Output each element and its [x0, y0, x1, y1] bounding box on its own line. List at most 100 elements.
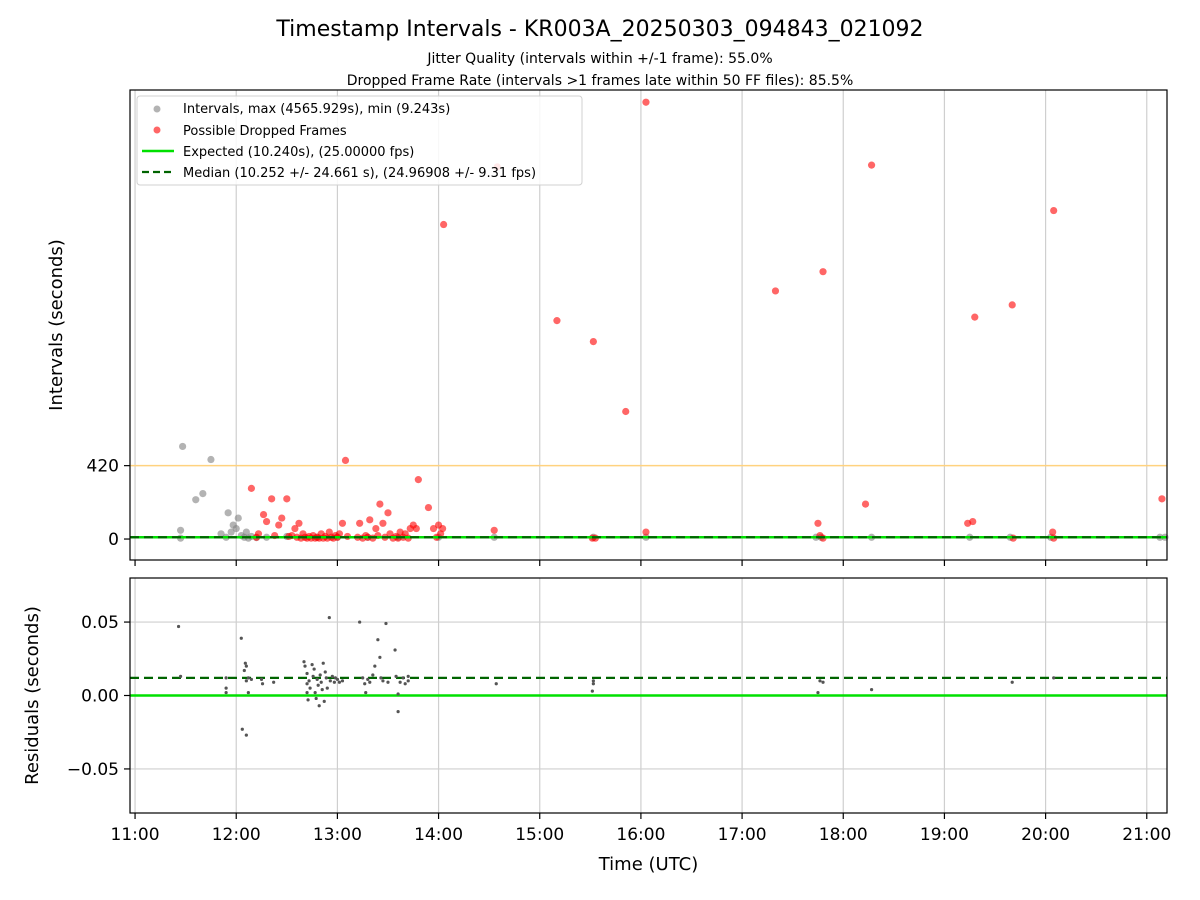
residual-point [316, 683, 320, 687]
residual-point [239, 636, 243, 640]
dropped-frame-point [414, 476, 422, 484]
dropped-frame-point [259, 510, 268, 519]
interval-point [192, 496, 200, 504]
dropped-frame-point [356, 519, 364, 527]
dropped-frame-point [262, 517, 271, 526]
dropped-frame-point [338, 519, 347, 527]
residual-point [259, 677, 264, 681]
interval-point [242, 528, 250, 536]
bottom-xtick-label: 13:00 [313, 825, 362, 845]
residual-point [379, 676, 383, 680]
dropped-frame-point [440, 220, 448, 229]
residual-point [317, 704, 321, 708]
residual-point [323, 670, 327, 674]
residual-point [394, 674, 398, 679]
dropped-frame-point [341, 456, 350, 465]
top-plot-frame [129, 89, 1168, 561]
dropped-frame-point [490, 526, 498, 534]
dropped-frame-point [283, 495, 291, 503]
residual-point [307, 679, 311, 683]
legend-marker-dropped [153, 126, 161, 134]
residual-point [328, 679, 332, 683]
residual-point [494, 682, 498, 686]
residual-point [821, 680, 825, 684]
residual-point [302, 660, 306, 664]
bottom-panel: −0.050.000.05 11:00 12:00 13:00 14:00 15:00 1… [22, 577, 1171, 875]
dropped-frame-point [379, 519, 387, 527]
interval-point [224, 509, 232, 517]
residual-point [591, 682, 595, 686]
residual-point [246, 690, 250, 695]
dropped-frame-point [642, 98, 650, 106]
interval-point [179, 442, 187, 451]
residual-point [242, 668, 246, 673]
interval-point [227, 528, 235, 536]
bottom-xtick-label: 14:00 [414, 825, 463, 845]
residual-point [305, 690, 309, 695]
residual-point [363, 682, 367, 686]
residual-point [327, 616, 331, 620]
residual-point [244, 679, 248, 683]
residual-point [376, 638, 380, 642]
residual-point [337, 680, 342, 684]
residual-point [311, 674, 315, 679]
residual-point [318, 673, 322, 677]
dropped-frame-point [366, 516, 374, 524]
dropped-frame-point [589, 337, 597, 346]
top-ytick-label: 0 [108, 530, 119, 550]
dropped-frame-point [642, 528, 650, 536]
dropped-frame-point [291, 524, 299, 533]
top-xaxis-ticks [134, 560, 1148, 566]
residual-point [306, 698, 310, 702]
residual-points [176, 616, 1056, 737]
chart-title: Timestamp Intervals - KR003A_20250303_09… [275, 17, 923, 42]
residual-point [178, 674, 183, 679]
interval-point [232, 524, 240, 533]
top-panel: 0 420 Intervals (seconds) Intervals, max … [46, 89, 1169, 566]
legend-marker-intervals [153, 105, 161, 113]
dropped-frame-point [412, 524, 420, 533]
residual-point [240, 727, 244, 731]
residual-point [308, 686, 312, 690]
dropped-frame-point [771, 287, 780, 295]
bottom-xtick-label: 20:00 [1021, 825, 1070, 845]
dropped-frame-point [1049, 528, 1057, 536]
residual-point [818, 679, 822, 683]
dropped-frame-point [275, 521, 283, 529]
residual-point [591, 679, 595, 683]
residual-point [305, 671, 309, 676]
interval-point [234, 514, 242, 522]
dropped-frame-point [867, 161, 876, 169]
dropped-frame-point [622, 407, 630, 416]
dropped-frame-point [439, 524, 447, 533]
interval-point [176, 526, 185, 534]
residual-point [244, 664, 248, 668]
residual-point [371, 673, 375, 677]
legend-label-dropped: Possible Dropped Frames [183, 124, 347, 139]
residual-point [816, 690, 820, 695]
interval-point [199, 490, 207, 498]
residual-point [335, 677, 339, 681]
residual-point [246, 676, 250, 680]
top-ylabel: Intervals (seconds) [46, 239, 67, 411]
bottom-xtick-label: 15:00 [515, 825, 564, 845]
residual-point [869, 688, 874, 692]
residual-point [384, 621, 388, 626]
residual-point [224, 676, 228, 680]
dropped-frame-point [247, 484, 256, 492]
dropped-frame-point [376, 500, 384, 508]
residual-point [176, 624, 181, 629]
interval-point [207, 455, 215, 464]
legend-label-expected: Expected (10.240s), (25.00000 fps) [183, 145, 414, 160]
bottom-xtick-label: 18:00 [819, 825, 868, 845]
dropped-frame-point [861, 500, 870, 508]
dropped-frame-point [1158, 495, 1166, 503]
residual-point [314, 696, 318, 701]
dropped-frame-point [268, 495, 276, 503]
residual-point [373, 664, 377, 668]
residual-point [398, 680, 402, 684]
dropped-frame-point [278, 514, 286, 522]
residual-point [406, 674, 410, 679]
residual-point [312, 667, 316, 671]
